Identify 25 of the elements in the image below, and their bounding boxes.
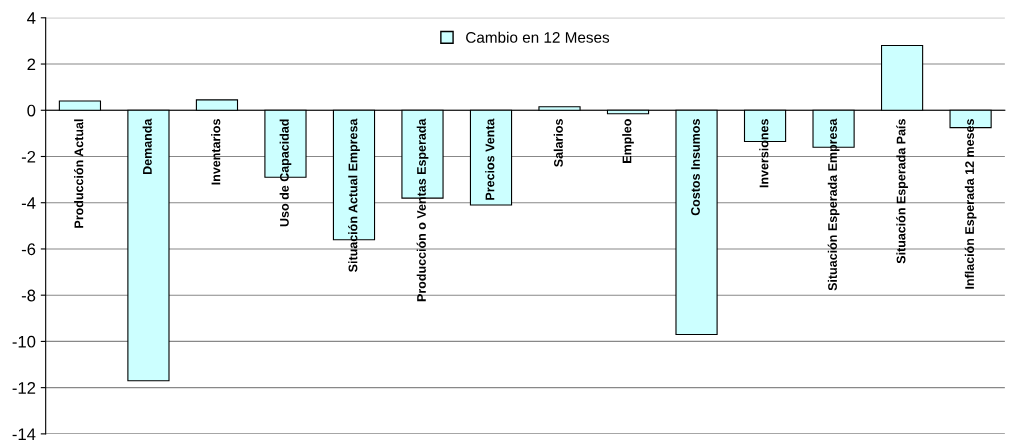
x-tick-label: Salarios — [553, 119, 563, 167]
y-tick-label: -14 — [12, 428, 36, 440]
x-tick-label: Inversiones — [759, 119, 769, 188]
x-tick-label: Inventarios — [211, 119, 221, 185]
y-tick-label: -6 — [21, 243, 36, 256]
x-tick-label: Costos Insumos — [691, 119, 700, 216]
x-tick-label: Producción o Ventas Esperada — [416, 118, 429, 302]
y-tick-label: -12 — [12, 382, 36, 394]
x-tick-label: Situación Actual Empresa — [348, 118, 360, 272]
y-tick-label: 0 — [27, 104, 36, 117]
x-tick-label: Producción Actual — [74, 119, 84, 228]
x-tick-label: Empleo — [622, 119, 634, 163]
y-tick-label: -2 — [21, 150, 36, 163]
x-tick-label: Situación Esperada País — [896, 119, 908, 264]
x-tick-label: Situación Esperada Empresa — [827, 118, 840, 291]
x-tick-label: Precios Venta — [485, 118, 495, 200]
x-tick-label: Inflación Esperada 12 meses — [964, 119, 977, 289]
y-tick-label: -10 — [12, 335, 36, 348]
y-tick-label: 2 — [27, 58, 36, 71]
y-tick-label: -8 — [21, 289, 36, 302]
legend-label: Cambio en 12 Meses — [466, 31, 610, 43]
x-tick-label: Demanda — [142, 118, 152, 175]
x-tick-label: Uso de Capacidad — [279, 119, 292, 227]
y-tick-label: 4 — [27, 12, 36, 24]
y-tick-label: -4 — [21, 197, 36, 209]
